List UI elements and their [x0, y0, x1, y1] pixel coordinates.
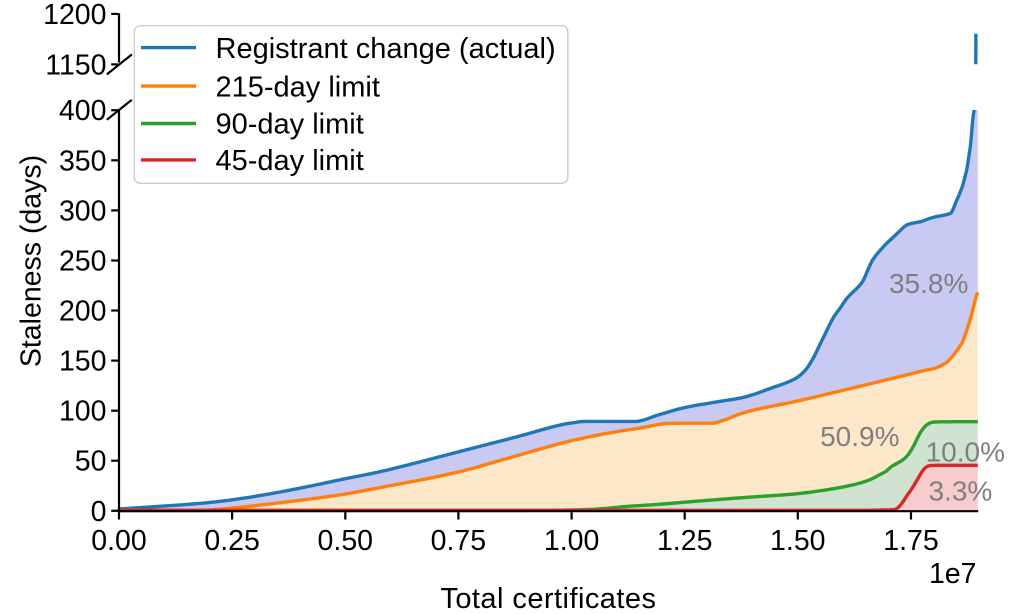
svg-text:35.8%: 35.8% [889, 268, 968, 299]
svg-text:1e7: 1e7 [929, 558, 977, 590]
svg-text:1200: 1200 [43, 0, 106, 31]
svg-text:400: 400 [59, 95, 107, 127]
svg-text:215-day limit: 215-day limit [216, 71, 380, 103]
svg-text:3.3%: 3.3% [928, 476, 992, 507]
svg-text:0: 0 [91, 496, 107, 528]
svg-text:0.75: 0.75 [431, 525, 486, 557]
svg-text:1.75: 1.75 [883, 525, 938, 557]
svg-text:1150: 1150 [45, 49, 106, 81]
svg-text:350: 350 [59, 145, 107, 177]
svg-text:1.50: 1.50 [770, 525, 825, 557]
svg-text:45-day limit: 45-day limit [216, 145, 364, 177]
svg-text:1.25: 1.25 [657, 525, 712, 557]
svg-text:Total certificates: Total certificates [440, 583, 656, 614]
svg-text:100: 100 [59, 396, 107, 428]
svg-text:1.00: 1.00 [544, 525, 599, 557]
svg-text:0.25: 0.25 [204, 525, 259, 557]
svg-text:Staleness (days): Staleness (days) [16, 155, 48, 367]
svg-text:0.50: 0.50 [318, 525, 373, 557]
svg-text:Registrant change (actual): Registrant change (actual) [216, 33, 556, 65]
svg-text:0.00: 0.00 [91, 525, 146, 557]
svg-text:10.0%: 10.0% [926, 437, 1005, 468]
svg-text:50: 50 [75, 446, 107, 478]
svg-text:200: 200 [59, 296, 107, 328]
svg-text:300: 300 [59, 195, 107, 227]
svg-text:250: 250 [59, 246, 107, 278]
svg-text:90-day limit: 90-day limit [216, 109, 364, 141]
svg-text:150: 150 [59, 346, 107, 378]
svg-text:50.9%: 50.9% [820, 421, 899, 452]
